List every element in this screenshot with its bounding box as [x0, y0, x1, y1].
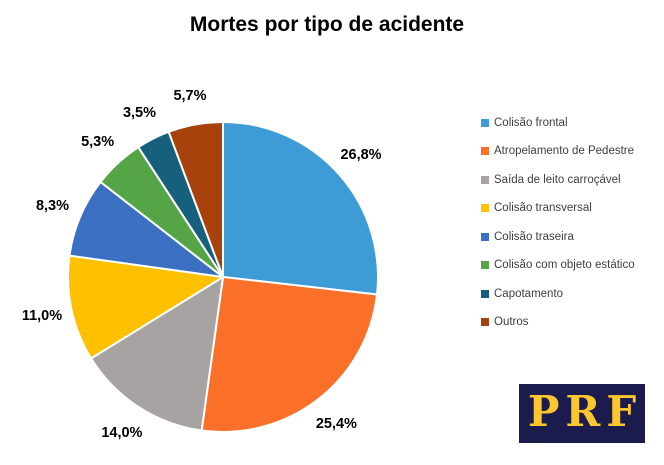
legend-swatch [481, 118, 489, 127]
legend-label: Colisão com objeto estático [494, 259, 635, 271]
legend-item: Outros [481, 316, 635, 329]
legend-item: Colisão com objeto estático [481, 259, 635, 272]
pie-value-label: 3,5% [123, 105, 156, 121]
pie-value-label: 14,0% [101, 425, 142, 441]
legend: Colisão frontal Atropelamento de Pedestre… [481, 116, 635, 344]
legend-swatch [481, 175, 489, 184]
legend-swatch [481, 318, 489, 326]
legend-label: Capotamento [494, 287, 564, 300]
pie-slice [200, 276, 379, 433]
legend-item: Colisão frontal [481, 116, 635, 129]
pie-value-label: 26,8% [340, 147, 381, 163]
pie-slice [222, 121, 379, 296]
pie-value-label: 25,4% [316, 416, 357, 432]
pie-slice [90, 276, 224, 432]
legend-swatch [481, 204, 489, 212]
legend-item: Colisão traseira [481, 230, 635, 243]
pie-value-label: 11,0% [22, 308, 62, 324]
legend-label: Colisão frontal [494, 116, 568, 129]
legend-swatch [481, 289, 489, 298]
pie-slice [167, 121, 224, 278]
prf-logo: PRF [519, 384, 645, 443]
legend-swatch [481, 232, 489, 241]
pie-value-label: 8,3% [36, 198, 69, 214]
legend-label: Saída de leito carroçável [494, 173, 621, 186]
legend-item: Capotamento [481, 287, 635, 300]
legend-swatch [481, 261, 489, 269]
pie-slice [67, 254, 224, 360]
chart-title: Mortes por tipo de acidente [189, 13, 465, 36]
legend-label: Outros [494, 316, 529, 328]
legend-label: Colisão traseira [494, 230, 574, 243]
legend-label: Atropelamento de Pedestre [494, 145, 635, 157]
pie-chart: 26,8% 25,4% 14,0% 11,0% 8,3% 5,3% 3,5% 5,7% [22, 88, 382, 441]
legend-label: Colisão transversal [494, 202, 592, 214]
legend-item: Atropelamento de Pedestre [481, 145, 635, 158]
legend-item: Saída de leito carroçável [481, 173, 635, 186]
pie-value-label: 5,3% [81, 134, 114, 150]
prf-logo-text: PRF [527, 386, 643, 436]
legend-item: Colisão transversal [481, 202, 635, 215]
pie-value-label: 5,7% [173, 88, 206, 104]
legend-swatch [481, 147, 489, 155]
